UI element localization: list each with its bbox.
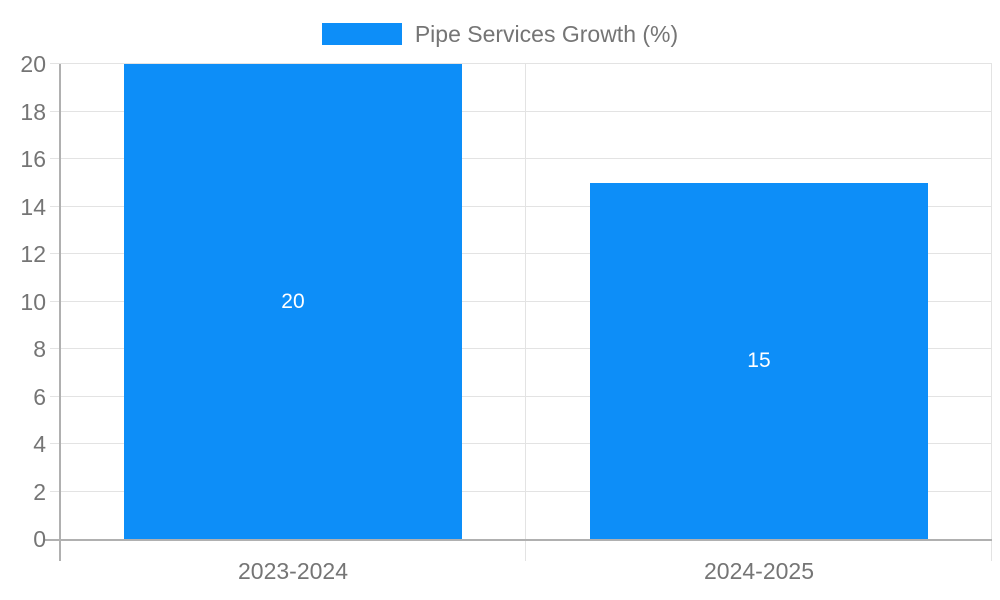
y-gridline	[60, 300, 992, 302]
plot-area: 20 15	[45, 63, 992, 561]
y-tick-mark	[50, 205, 60, 207]
y-tick-mark	[50, 490, 60, 492]
plot-right-border	[991, 64, 992, 539]
y-axis-labels: 0 2 4 6 8 10 12 14 16 18 20	[0, 51, 46, 552]
bar-value-label: 20	[281, 289, 305, 313]
y-gridline	[60, 395, 992, 397]
y-tick-label: 12	[20, 241, 46, 267]
y-tick-mark	[50, 348, 60, 349]
y-tick-mark	[50, 300, 60, 302]
y-tick-label: 14	[20, 193, 46, 220]
y-gridline	[60, 205, 992, 207]
x-axis-line	[45, 539, 992, 541]
y-tick-label: 8	[33, 336, 46, 362]
y-tick-mark	[50, 63, 60, 64]
bar-2023-2024[interactable]: 20	[124, 64, 462, 539]
y-tick-label: 4	[33, 431, 46, 457]
y-tick-label: 0	[33, 526, 46, 552]
y-gridline	[60, 490, 992, 492]
x-tick-label: 2024-2025	[704, 558, 814, 584]
y-tick-label: 6	[33, 383, 46, 410]
x-tick-label: 2023-2024	[238, 558, 348, 584]
bar-2024-2025[interactable]: 15	[590, 182, 928, 539]
y-axis-line	[59, 64, 61, 561]
y-gridline	[60, 63, 992, 64]
y-tick-mark	[50, 158, 60, 159]
y-tick-label: 20	[20, 51, 46, 77]
y-tick-label: 2	[33, 478, 46, 505]
bar-value-label: 15	[747, 348, 771, 372]
y-gridline	[60, 443, 992, 444]
y-gridline	[60, 110, 992, 112]
legend-swatch	[321, 23, 402, 45]
y-tick-label: 10	[20, 288, 46, 315]
legend: Pipe Services Growth (%)	[0, 21, 1000, 47]
y-tick-label: 18	[20, 98, 46, 125]
x-tick-mark	[525, 541, 526, 561]
y-tick-mark	[50, 253, 60, 254]
y-tick-mark	[50, 395, 60, 397]
y-tick-label: 16	[20, 146, 46, 172]
category-separator	[525, 64, 526, 539]
x-tick-mark	[991, 541, 992, 561]
y-gridline	[60, 158, 992, 159]
y-gridline	[60, 348, 992, 349]
y-tick-mark	[50, 443, 60, 444]
legend-label: Pipe Services Growth (%)	[414, 20, 679, 47]
y-gridline	[60, 253, 992, 254]
y-tick-mark	[50, 110, 60, 112]
